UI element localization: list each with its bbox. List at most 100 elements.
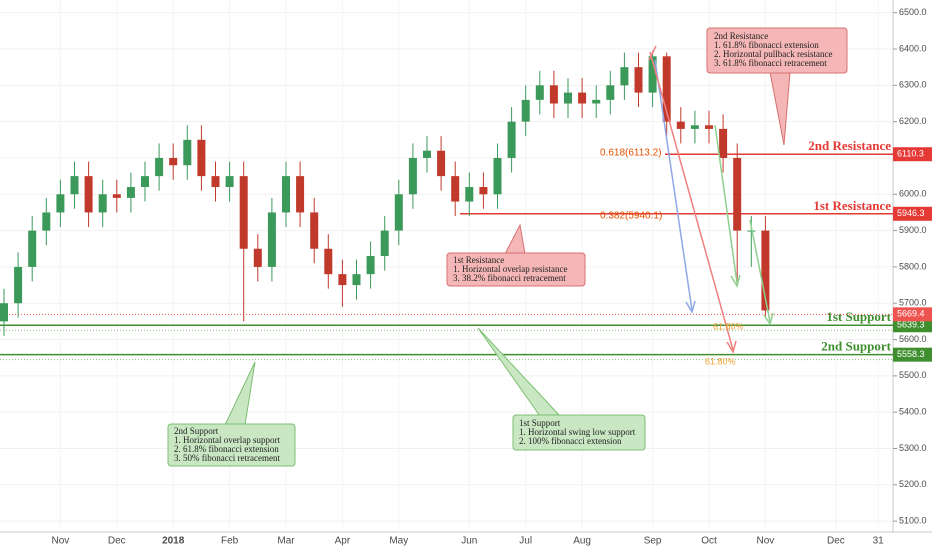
- candle-body: [521, 99, 530, 122]
- callout-line: 2. 61.8% fibonacci extension: [174, 444, 279, 454]
- price-tag-label: 5558.3: [897, 349, 925, 359]
- candle-body: [28, 230, 37, 267]
- candle-body: [0, 303, 8, 322]
- callout-line: 1. 61.8% fibonacci extension: [714, 40, 819, 50]
- callout-line: 3. 50% fibonacci retracement: [174, 453, 280, 463]
- candle-body: [719, 128, 728, 158]
- callout-2nd-resistance: 2nd Resistance 1. 61.8% fibonacci extens…: [706, 27, 848, 146]
- candle-body: [634, 67, 643, 93]
- projection-arrows: [648, 45, 774, 354]
- callout-1st-resistance: 1st Resistance 1. Horizontal overlap res…: [446, 223, 586, 287]
- callout-line: 2nd Resistance: [714, 31, 768, 41]
- y-tick-label: 5400.0: [899, 407, 927, 417]
- callout-line: 2nd Support: [174, 426, 219, 436]
- candle-body: [648, 56, 657, 93]
- candle-body: [451, 176, 460, 202]
- level-name: 1st Support: [826, 309, 891, 324]
- candle-body: [535, 85, 544, 100]
- candle-body: [549, 85, 558, 104]
- x-tick-label: 2018: [162, 536, 185, 547]
- candle-body: [352, 274, 361, 286]
- callout-box: [512, 414, 646, 451]
- candle-body: [578, 92, 587, 104]
- price-tag-label: 5946.3: [897, 208, 925, 218]
- callout-line: 1st Resistance: [453, 255, 504, 265]
- price-tag-label: 5639.3: [897, 320, 925, 330]
- callout-line: 2. Horizontal pullback resistance: [714, 49, 832, 59]
- x-tick-label: Nov: [52, 536, 70, 547]
- x-tick-label: Feb: [221, 536, 239, 547]
- y-tick-label: 5600.0: [899, 334, 927, 344]
- candle-body: [98, 194, 107, 213]
- y-tick-label: 5300.0: [899, 443, 927, 453]
- arrow: [654, 59, 693, 311]
- candle-body: [564, 92, 572, 104]
- arrow-head: [726, 340, 737, 354]
- candle-body: [606, 85, 615, 100]
- candle-body: [253, 248, 262, 267]
- arrow: [749, 219, 771, 323]
- candle-body: [465, 187, 474, 202]
- axes: 5100.0 5200.0 5300.0 5400.0 5500.0 5600.0 5700…: [52, 7, 932, 547]
- x-tick-label: Jul: [519, 536, 532, 547]
- candle-body: [479, 187, 488, 195]
- y-tick-label: 6000.0: [899, 189, 927, 199]
- x-tick-label: May: [389, 536, 408, 547]
- x-tick-label: Nov: [757, 536, 775, 547]
- callout-box: [446, 252, 586, 287]
- callout-2nd-support: 2nd Support 1. Horizontal overlap suppor…: [167, 361, 296, 467]
- levels: 2nd Resistance 1st Resistance 1st Support 2…: [0, 138, 893, 361]
- price-tag: [893, 147, 932, 162]
- arrow: [649, 51, 734, 351]
- y-tick-label: 5800.0: [899, 261, 927, 271]
- candle-body: [394, 194, 403, 231]
- candle-body: [56, 194, 65, 213]
- candle-body: [592, 99, 601, 104]
- candle-body: [70, 176, 79, 195]
- candle-body: [423, 150, 431, 158]
- arrow-head: [763, 312, 774, 326]
- x-tick-label: Aug: [573, 536, 591, 547]
- price-tag-label: 5669.4: [897, 309, 925, 319]
- candle-body: [366, 256, 375, 275]
- x-tick-label: Oct: [701, 536, 717, 547]
- x-tick-label: Jun: [461, 536, 477, 547]
- candle-body: [437, 150, 446, 177]
- price-tag-label: 6110.3: [897, 149, 924, 159]
- candle-body: [239, 176, 248, 249]
- x-tick-label: Sep: [644, 536, 662, 547]
- level-name: 1st Resistance: [813, 198, 891, 213]
- y-tick-label: 6200.0: [899, 116, 927, 126]
- y-tick-label: 5700.0: [899, 298, 927, 308]
- fib-label: 0.618(6113.2): [600, 148, 662, 159]
- callout-line: 3. 61.8% fibonacci retracement: [714, 58, 827, 68]
- candle-body: [620, 67, 629, 86]
- candle-body: [676, 121, 685, 129]
- candle-body: [761, 230, 770, 311]
- fib-label: 0.382(5940.1): [600, 211, 662, 222]
- candle-body: [690, 125, 699, 129]
- candle-body: [211, 176, 220, 188]
- callout-line: 1st Support: [519, 418, 561, 428]
- callout-box: [706, 27, 848, 74]
- price-tag: [893, 347, 932, 362]
- y-tick-label: 6500.0: [899, 7, 927, 17]
- candle-body: [126, 187, 135, 198]
- x-tick-label: Dec: [108, 536, 126, 547]
- fib-label: 61.80%: [705, 356, 736, 366]
- callout-line: 3. 38.2% fibonacci retracement: [453, 273, 566, 283]
- candle-body: [296, 176, 305, 213]
- candle-body: [324, 248, 333, 275]
- candle-body: [507, 121, 516, 158]
- candle-body: [282, 176, 290, 213]
- candle-body: [733, 157, 742, 231]
- candle-body: [338, 274, 347, 286]
- candle-body: [14, 266, 23, 304]
- candle-body: [42, 212, 51, 231]
- y-tick-label: 6400.0: [899, 43, 927, 53]
- candle-body: [493, 157, 502, 195]
- arrow-head: [685, 300, 696, 314]
- arrow: [714, 124, 738, 284]
- candle-body: [705, 125, 713, 129]
